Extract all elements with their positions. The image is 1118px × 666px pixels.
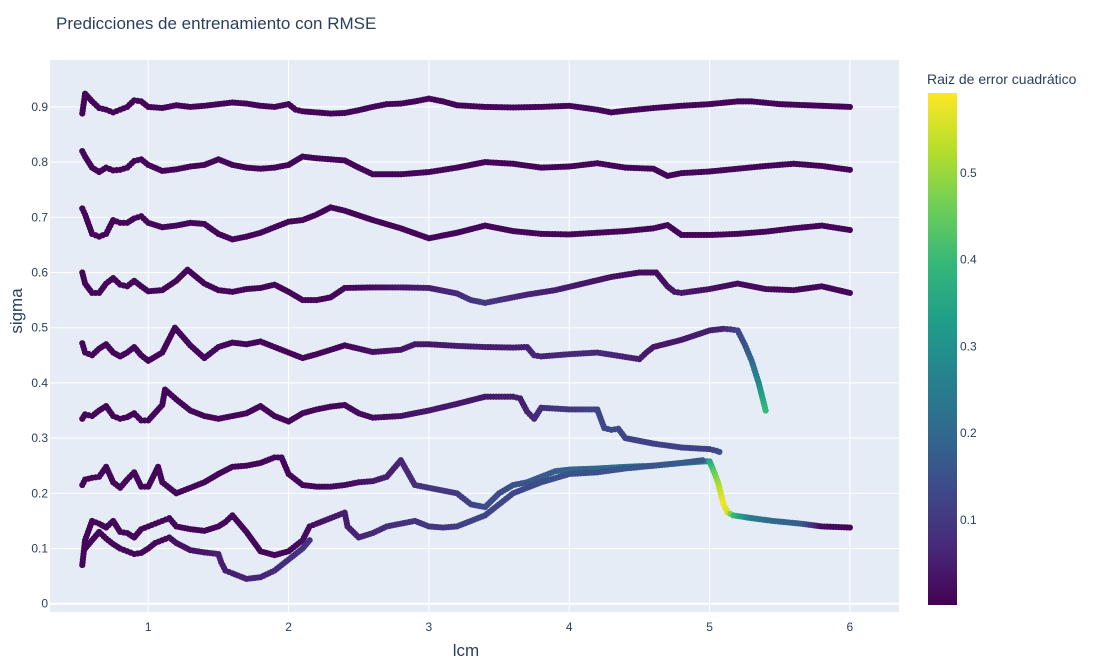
y-tick-label: 0 [41,597,48,611]
data-point [846,166,853,173]
x-tick-label: 2 [285,620,292,634]
data-point [846,226,853,234]
y-tick-label: 0.3 [31,431,48,445]
data-point [846,289,853,297]
colorbar-tick-label: 0.3 [960,339,977,353]
y-tick-label: 0.4 [31,376,48,390]
data-point [306,537,313,544]
y-tick-label: 0.5 [31,321,48,335]
x-axis-ticks: 1 2 3 4 5 6 [145,620,854,634]
data-point [846,524,853,531]
data-markers [79,90,853,582]
y-tick-label: 0.9 [31,100,48,114]
x-tick-label: 4 [566,620,573,634]
colorbar-tick-label: 0.1 [960,513,977,527]
y-axis-title: sigma [7,288,26,334]
y-tick-label: 0.8 [31,155,48,169]
x-tick-label: 6 [847,620,854,634]
colorbar-title: Raiz de error cuadrático [927,71,1077,87]
data-point [699,457,706,464]
data-point [762,407,769,414]
data-point [716,448,723,456]
x-tick-label: 3 [426,620,433,634]
colorbar [928,93,957,605]
data-point [846,103,853,111]
y-tick-label: 0.7 [31,210,48,224]
y-tick-label: 0.2 [31,486,48,500]
y-axis-ticks: 0 0.1 0.2 0.3 0.4 0.5 0.6 0.7 0.8 0.9 [31,100,48,611]
colorbar-tick-label: 0.5 [960,166,977,180]
y-tick-label: 0.1 [31,542,48,556]
y-tick-label: 0.6 [31,266,48,280]
chart-title: Predicciones de entrenamiento con RMSE [56,14,376,33]
colorbar-tick-label: 0.4 [960,253,977,267]
x-axis-title: lcm [453,641,479,660]
colorbar-tick-label: 0.2 [960,426,977,440]
x-tick-label: 5 [706,620,713,634]
x-tick-label: 1 [145,620,152,634]
colorbar-ticks: 0.1 0.2 0.3 0.4 0.5 [960,166,977,527]
